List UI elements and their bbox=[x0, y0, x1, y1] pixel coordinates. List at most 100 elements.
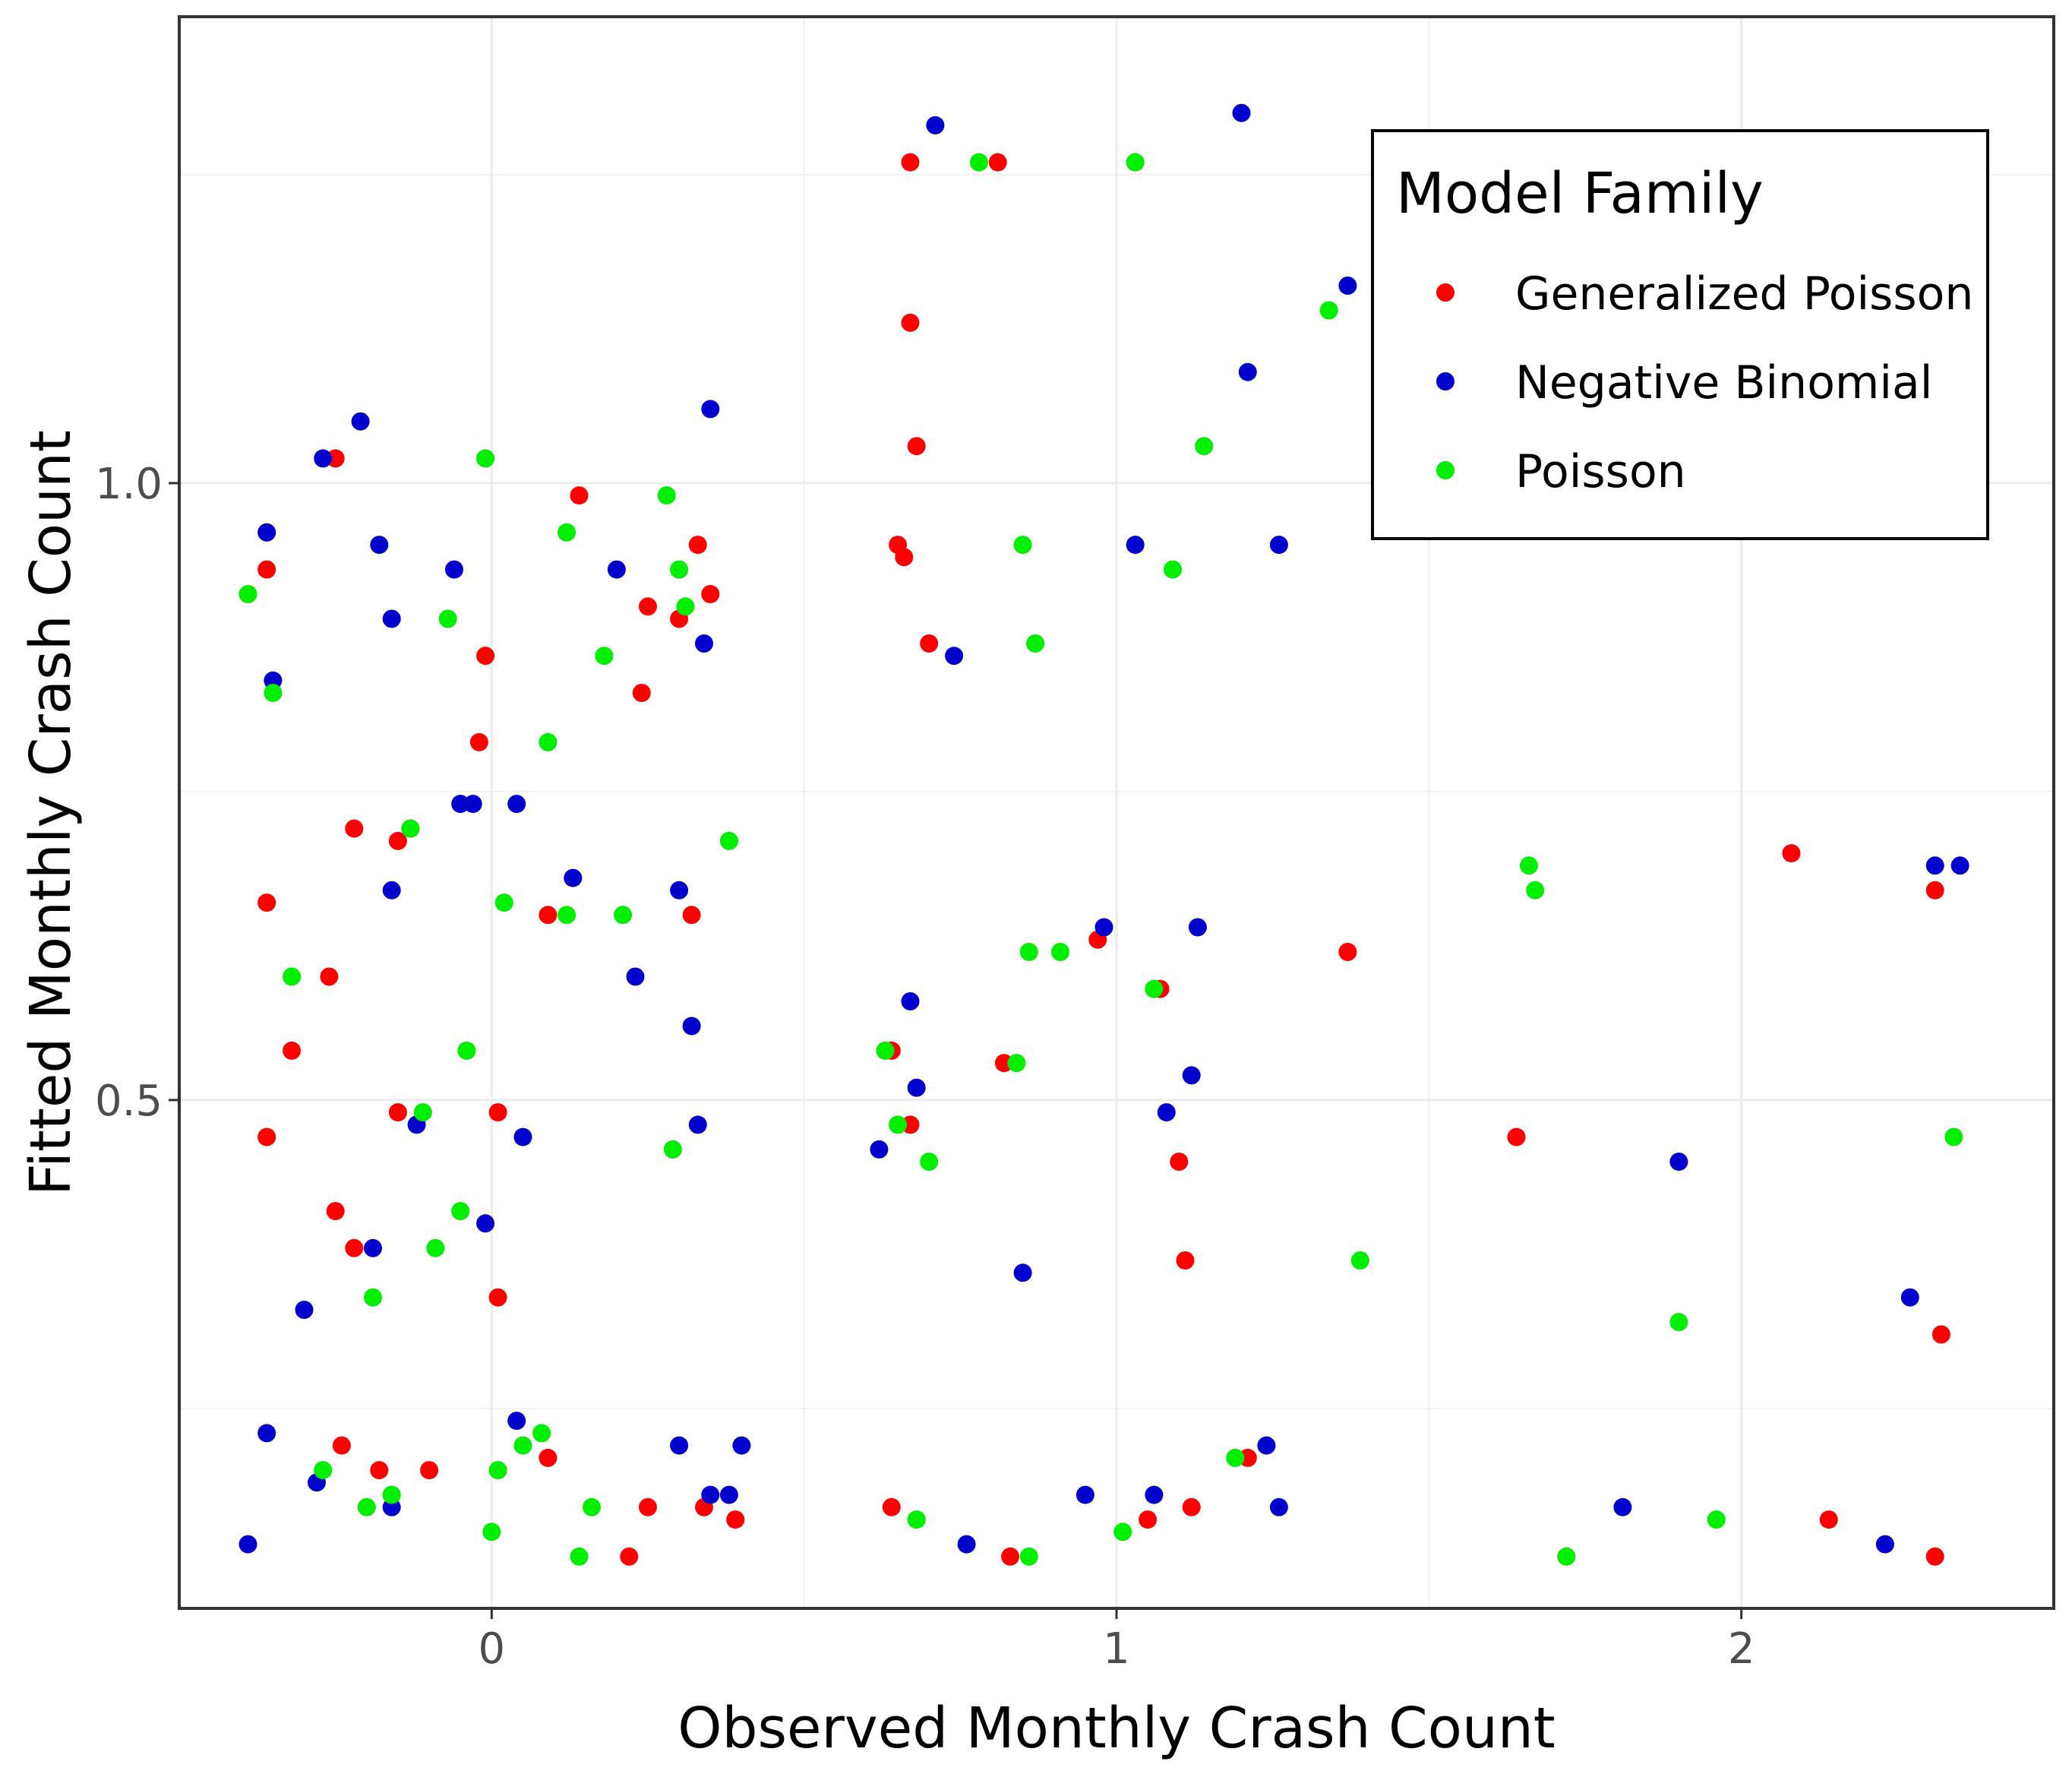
point-generalized-poisson bbox=[901, 153, 920, 172]
point-poisson bbox=[1195, 437, 1214, 456]
point-generalized-poisson bbox=[639, 1497, 657, 1516]
point-negative-binomial bbox=[463, 795, 482, 814]
point-poisson bbox=[1019, 943, 1038, 961]
point-generalized-poisson bbox=[469, 732, 488, 751]
point-poisson bbox=[264, 684, 283, 702]
point-generalized-poisson bbox=[326, 1202, 345, 1221]
point-generalized-poisson bbox=[539, 1448, 557, 1467]
point-poisson bbox=[357, 1497, 376, 1516]
point-negative-binomial bbox=[907, 1078, 926, 1097]
legend-title: Model Family bbox=[1396, 161, 1764, 226]
point-generalized-poisson bbox=[907, 437, 926, 456]
point-negative-binomial bbox=[1900, 1288, 1919, 1307]
point-generalized-poisson bbox=[701, 585, 720, 603]
y-axis-title: Fitted Monthly Crash Count bbox=[18, 430, 84, 1196]
point-poisson bbox=[1126, 153, 1145, 172]
point-generalized-poisson bbox=[726, 1510, 745, 1529]
point-negative-binomial bbox=[682, 1017, 701, 1036]
point-poisson bbox=[1520, 856, 1538, 875]
point-poisson bbox=[719, 831, 738, 850]
point-negative-binomial bbox=[1157, 1103, 1176, 1122]
point-poisson bbox=[451, 1202, 470, 1221]
point-negative-binomial bbox=[1950, 856, 1969, 875]
point-negative-binomial bbox=[1269, 1497, 1288, 1516]
point-poisson bbox=[663, 1140, 682, 1159]
point-poisson bbox=[426, 1238, 445, 1257]
point-poisson bbox=[595, 647, 614, 666]
point-poisson bbox=[1164, 560, 1182, 579]
point-negative-binomial bbox=[507, 1412, 526, 1431]
point-poisson bbox=[889, 1115, 908, 1134]
point-negative-binomial bbox=[732, 1436, 751, 1455]
point-negative-binomial bbox=[476, 1214, 495, 1233]
point-negative-binomial bbox=[564, 868, 583, 887]
point-poisson bbox=[457, 1041, 476, 1060]
point-poisson bbox=[1145, 979, 1164, 998]
point-negative-binomial bbox=[1925, 856, 1944, 875]
legend-label-generalized-poisson: Generalized Poisson bbox=[1515, 267, 1973, 321]
point-generalized-poisson bbox=[283, 1041, 302, 1060]
point-poisson bbox=[557, 906, 576, 925]
point-generalized-poisson bbox=[320, 967, 339, 986]
point-poisson bbox=[1113, 1523, 1132, 1542]
point-generalized-poisson bbox=[1338, 943, 1357, 961]
point-generalized-poisson bbox=[370, 1461, 389, 1480]
point-generalized-poisson bbox=[1819, 1510, 1838, 1529]
point-poisson bbox=[1319, 301, 1338, 320]
point-generalized-poisson bbox=[1925, 881, 1944, 900]
point-negative-binomial bbox=[901, 992, 920, 1010]
point-poisson bbox=[1707, 1510, 1726, 1529]
point-negative-binomial bbox=[1269, 536, 1288, 555]
point-poisson bbox=[1669, 1313, 1688, 1332]
legend-key-poisson bbox=[1436, 461, 1455, 479]
point-generalized-poisson bbox=[688, 536, 707, 555]
point-poisson bbox=[1226, 1448, 1245, 1467]
point-generalized-poisson bbox=[257, 893, 276, 912]
legend-key-negative-binomial bbox=[1436, 372, 1455, 391]
point-poisson bbox=[476, 449, 495, 468]
point-poisson bbox=[1557, 1547, 1576, 1566]
point-poisson bbox=[657, 486, 676, 505]
legend-items: Generalized Poisson Negative Binomial Pois… bbox=[1436, 267, 1973, 498]
point-negative-binomial bbox=[445, 560, 463, 579]
point-negative-binomial bbox=[1238, 362, 1257, 381]
y-tick-label: 0.5 bbox=[95, 1077, 163, 1126]
axis-tick-labels: 0 1 2 0.5 1.0 bbox=[95, 460, 1755, 1674]
point-poisson bbox=[1051, 943, 1069, 961]
point-poisson bbox=[413, 1103, 432, 1122]
legend: Model Family Generalized Poisson Negative… bbox=[1371, 129, 1989, 540]
point-generalized-poisson bbox=[388, 831, 407, 850]
point-generalized-poisson bbox=[1238, 1448, 1257, 1467]
point-negative-binomial bbox=[719, 1485, 738, 1504]
point-negative-binomial bbox=[314, 449, 333, 468]
point-negative-binomial bbox=[382, 609, 401, 628]
point-negative-binomial bbox=[295, 1301, 314, 1319]
point-generalized-poisson bbox=[345, 1238, 364, 1257]
point-generalized-poisson bbox=[539, 906, 557, 925]
point-negative-binomial bbox=[1338, 277, 1357, 295]
point-negative-binomial bbox=[507, 795, 526, 814]
point-poisson bbox=[283, 967, 302, 986]
y-tick-label: 1.0 bbox=[95, 460, 163, 509]
point-generalized-poisson bbox=[1782, 844, 1801, 863]
point-negative-binomial bbox=[1875, 1535, 1894, 1554]
point-negative-binomial bbox=[926, 115, 945, 134]
point-negative-binomial bbox=[1669, 1153, 1688, 1172]
point-generalized-poisson bbox=[1176, 1251, 1195, 1270]
point-negative-binomial bbox=[1126, 536, 1145, 555]
point-negative-binomial bbox=[1182, 1066, 1201, 1085]
point-poisson bbox=[482, 1523, 501, 1542]
point-poisson bbox=[907, 1510, 926, 1529]
point-negative-binomial bbox=[957, 1535, 976, 1554]
x-tick-label: 1 bbox=[1103, 1624, 1130, 1674]
point-generalized-poisson bbox=[901, 313, 920, 332]
x-tick-label: 0 bbox=[479, 1624, 506, 1674]
point-poisson bbox=[970, 153, 988, 172]
point-generalized-poisson bbox=[257, 560, 276, 579]
x-tick-label: 2 bbox=[1728, 1624, 1755, 1674]
point-negative-binomial bbox=[370, 536, 389, 555]
point-generalized-poisson bbox=[994, 1054, 1013, 1073]
point-poisson bbox=[583, 1497, 601, 1516]
point-poisson bbox=[513, 1436, 532, 1455]
point-poisson bbox=[314, 1461, 333, 1480]
